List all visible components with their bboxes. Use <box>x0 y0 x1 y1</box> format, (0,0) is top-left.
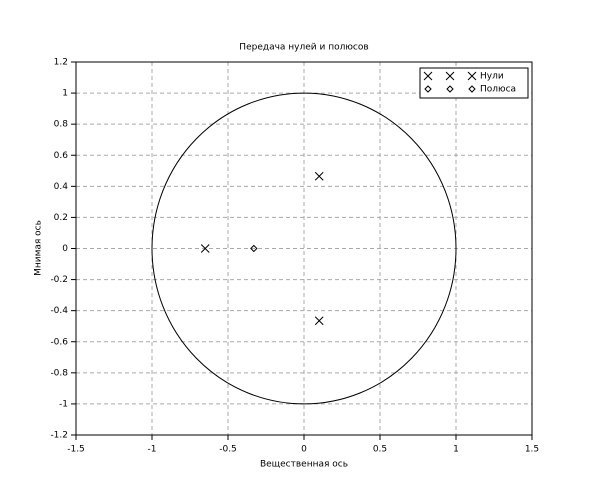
x-tick-label: 0 <box>301 445 307 455</box>
legend-marker <box>424 85 432 93</box>
x-tick-label: 1.5 <box>525 445 539 455</box>
y-tick-label: 1.2 <box>54 58 68 68</box>
pole-marker <box>250 244 258 253</box>
y-tick-label: -0.4 <box>50 306 68 316</box>
y-tick-label: -0.8 <box>50 368 68 378</box>
legend-label: Нули <box>480 72 504 82</box>
zero-marker <box>200 244 210 253</box>
y-tick-label: -1 <box>59 399 68 409</box>
legend-label: Полюса <box>480 85 516 95</box>
x-tick-label: 1 <box>453 445 459 455</box>
y-tick-label: -0.6 <box>50 337 68 347</box>
y-tick-label: 0 <box>62 244 68 254</box>
x-axis-label: Вещественная ось <box>260 460 348 470</box>
legend-marker <box>446 85 454 93</box>
zero-marker <box>314 171 324 181</box>
legend-box <box>419 67 529 99</box>
x-tick-label: -0.5 <box>219 445 237 455</box>
legend-marker <box>445 71 455 81</box>
zero-marker <box>314 316 324 326</box>
chart-title: Передача нулей и полюсов <box>239 43 368 53</box>
x-tick-label: -1.5 <box>67 445 85 455</box>
y-tick-label: 0.8 <box>54 120 69 130</box>
x-tick-label: -1 <box>148 445 157 455</box>
plot-frame <box>75 61 533 436</box>
y-tick-label: 0.2 <box>54 213 68 223</box>
legend-marker <box>467 71 477 81</box>
y-tick-label: 0.6 <box>54 151 69 161</box>
y-tick-label: -1.2 <box>50 431 68 441</box>
y-tick-label: 0.4 <box>54 182 69 192</box>
legend-marker <box>468 85 476 93</box>
unit-circle <box>151 92 457 405</box>
x-tick-label: 0.5 <box>373 445 387 455</box>
y-tick-label: 1 <box>62 89 68 99</box>
y-tick-label: -0.2 <box>50 275 68 285</box>
y-axis-label: Мнимая ось <box>34 220 44 276</box>
legend-marker <box>423 71 433 81</box>
